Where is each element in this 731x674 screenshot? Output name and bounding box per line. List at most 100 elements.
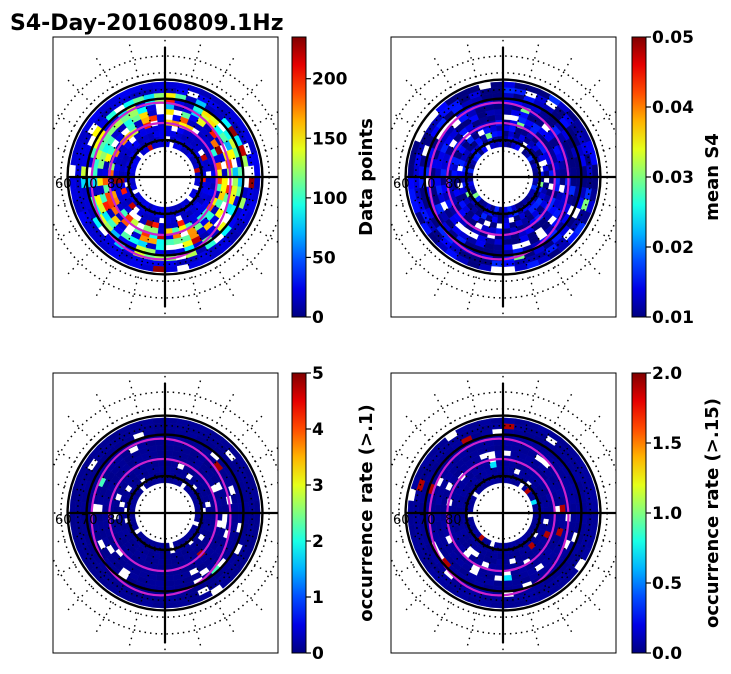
meridian-gridline — [512, 377, 540, 477]
meridian-gridline — [432, 55, 485, 145]
meridian-gridline — [466, 213, 494, 313]
heatmap-cell — [232, 512, 239, 523]
meridian-gridline — [512, 41, 540, 141]
heatmap-cells — [407, 417, 599, 609]
heatmap-cell — [586, 165, 594, 178]
heatmap-cell — [164, 417, 178, 425]
meridian-gridline — [403, 413, 477, 487]
heatmap-cell — [570, 167, 577, 178]
colorbar-label: occurrence rate (>.15) — [702, 398, 723, 628]
meridian-gridline — [521, 545, 574, 635]
heatmap-cell — [502, 580, 513, 587]
colorbar-tick-label: 2.0 — [652, 364, 682, 384]
heatmap-cell — [164, 601, 178, 609]
heatmap-cell — [494, 450, 504, 457]
longitude-label: 80 — [445, 513, 462, 528]
heatmap-cell — [489, 461, 498, 469]
heatmap-cell — [155, 444, 166, 452]
meridian-gridline — [521, 55, 574, 145]
heatmap-cell — [164, 238, 175, 246]
colorbar-tick-label: 100 — [312, 189, 348, 209]
colorbar-label: mean S4 — [702, 133, 723, 221]
heatmap-cell — [253, 512, 261, 526]
heatmap-cell — [493, 238, 504, 246]
meridian-gridline — [512, 549, 540, 649]
meridian-gridline — [191, 413, 265, 487]
meridian-gridline — [432, 209, 485, 299]
longitude-label: 80 — [107, 513, 124, 528]
heatmap-cell — [96, 512, 104, 523]
colorbar: 0 50 100 150 200 Data points — [291, 36, 377, 328]
heatmap-cell — [440, 504, 447, 514]
meridian-gridline — [529, 539, 603, 613]
heatmap-cell — [221, 176, 228, 186]
heatmap-cell — [559, 168, 566, 178]
colorbar-label: occurrence rate (>.1) — [356, 404, 377, 621]
heatmap-cell — [434, 512, 442, 523]
heatmap-cell — [502, 574, 513, 582]
heatmap-cell — [559, 176, 566, 186]
meridian-gridline — [391, 531, 471, 579]
heatmap-cell — [495, 564, 504, 571]
heatmap-cell — [102, 168, 109, 178]
heatmap-cell — [156, 114, 166, 121]
heatmap-cell — [69, 500, 77, 514]
heatmap-cell — [570, 512, 577, 523]
meridian-gridline — [53, 531, 133, 579]
meridian-gridline — [65, 203, 139, 277]
heatmap-cell — [591, 164, 599, 178]
colorbar-tick-label: 0 — [312, 644, 324, 664]
meridian-gridline — [535, 531, 616, 580]
colorbar-tick-label: 3 — [312, 476, 324, 496]
heatmap-cell — [152, 81, 166, 89]
colorbar-tick-label: 150 — [312, 129, 348, 149]
meridian-gridline — [197, 531, 278, 580]
colorbar-tick-label: 1.0 — [652, 504, 682, 524]
heatmap-cell — [502, 108, 513, 116]
heatmap-cell — [253, 164, 261, 178]
figure-title: S4-Day-20160809.1Hz — [10, 11, 284, 36]
heatmap-cell — [434, 167, 442, 178]
meridian-gridline — [432, 545, 485, 635]
meridian-gridline — [191, 203, 265, 277]
heatmap-cell — [559, 512, 566, 522]
heatmap-cell — [155, 574, 166, 582]
heatmap-cell — [157, 228, 166, 235]
meridian-gridline — [391, 195, 471, 243]
heatmap-cell — [164, 265, 178, 273]
heatmap-cell — [232, 176, 239, 187]
meridian-gridline — [174, 549, 202, 649]
meridian-gridline — [403, 77, 477, 151]
heatmap-cell — [407, 500, 415, 514]
colorbar-tick-label: 1 — [312, 588, 324, 608]
meridian-gridline — [183, 545, 236, 635]
meridian-gridline — [197, 446, 278, 495]
heatmap-cell — [232, 167, 239, 178]
heatmap-cell — [493, 244, 504, 251]
meridian-gridline — [535, 110, 616, 159]
meridian-gridline — [191, 77, 265, 151]
meridian-gridline — [128, 213, 156, 313]
meridian-gridline — [466, 549, 494, 649]
longitude-label: 80 — [445, 177, 462, 192]
contour-outer — [90, 437, 232, 597]
meridian-gridline — [391, 111, 471, 159]
colorbar-tick-label: 0.04 — [652, 98, 694, 118]
meridian-gridline — [94, 209, 147, 299]
colorbar-tick-label: 0.01 — [652, 308, 694, 328]
contour-inner — [108, 457, 218, 573]
heatmap-cell — [152, 265, 166, 273]
heatmap-cell — [164, 574, 175, 582]
contour-outer — [428, 101, 570, 261]
meridian-gridline — [53, 447, 133, 495]
meridian-gridline — [174, 377, 202, 477]
colorbar: 0.0 0.5 1.0 1.5 2.0 occurrence rate (>.15) — [631, 364, 723, 664]
meridian-gridline — [65, 539, 139, 613]
heatmap-cell — [96, 167, 104, 178]
colorbar-gradient — [291, 36, 307, 318]
colorbar: 0.01 0.02 0.03 0.04 0.05 mean S4 — [631, 28, 723, 328]
longitude-label: 60 — [55, 177, 72, 192]
heatmap-cell — [153, 86, 166, 94]
axes-frame — [390, 372, 617, 654]
colorbar-tick-label: 50 — [312, 248, 336, 268]
